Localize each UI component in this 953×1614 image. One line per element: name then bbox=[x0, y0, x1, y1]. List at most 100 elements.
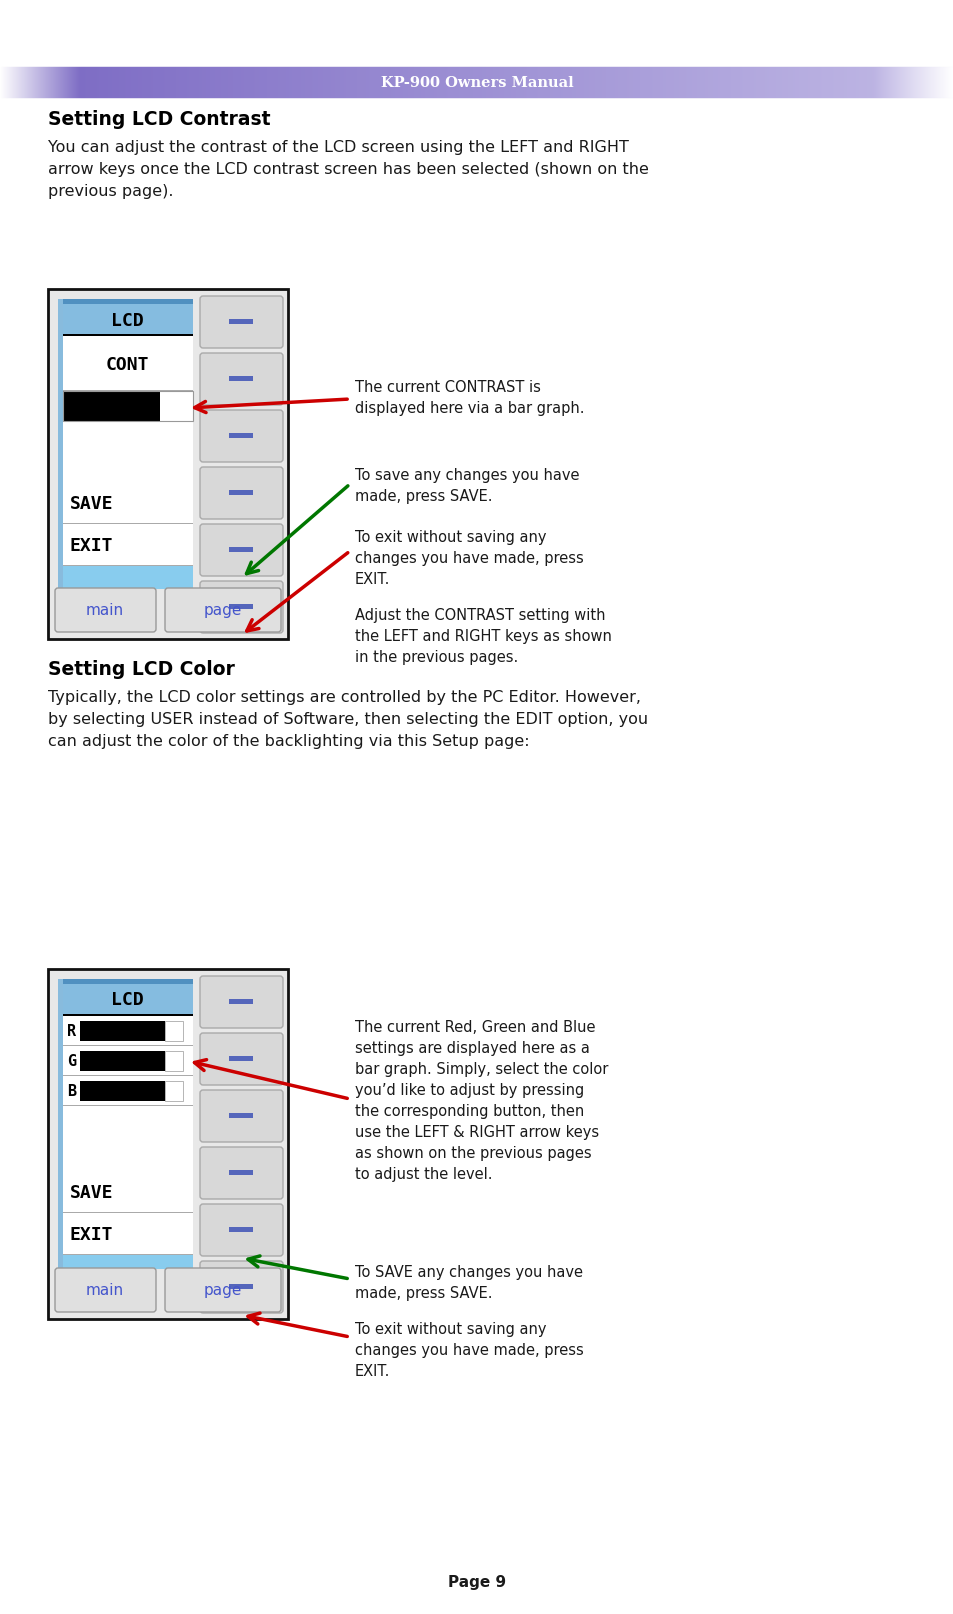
Bar bbox=[10, 68, 11, 98]
Bar bbox=[785, 68, 786, 98]
Bar bbox=[564, 68, 565, 98]
Bar bbox=[664, 68, 665, 98]
Bar bbox=[65, 68, 66, 98]
Bar bbox=[622, 68, 623, 98]
Bar bbox=[166, 68, 167, 98]
Bar bbox=[372, 68, 373, 98]
Bar bbox=[284, 68, 285, 98]
Bar bbox=[937, 68, 938, 98]
Bar bbox=[519, 68, 520, 98]
Bar bbox=[627, 68, 628, 98]
Bar bbox=[225, 68, 226, 98]
Bar bbox=[840, 68, 841, 98]
Bar bbox=[349, 68, 350, 98]
Bar bbox=[230, 999, 253, 1004]
Bar bbox=[703, 68, 704, 98]
Bar bbox=[305, 68, 306, 98]
Bar bbox=[911, 68, 912, 98]
Bar bbox=[469, 68, 470, 98]
Bar bbox=[502, 68, 503, 98]
Bar bbox=[630, 68, 631, 98]
Bar bbox=[625, 68, 626, 98]
Bar bbox=[177, 68, 178, 98]
Bar bbox=[901, 68, 902, 98]
Bar bbox=[813, 68, 814, 98]
Text: KP-900 Owners Manual: KP-900 Owners Manual bbox=[380, 76, 573, 90]
Bar bbox=[6, 68, 7, 98]
Bar bbox=[278, 68, 280, 98]
Bar bbox=[369, 68, 370, 98]
Bar bbox=[27, 68, 28, 98]
Bar bbox=[461, 68, 462, 98]
Bar bbox=[497, 68, 498, 98]
Text: To exit without saving any
changes you have made, press
EXIT.: To exit without saving any changes you h… bbox=[355, 529, 583, 586]
Bar bbox=[345, 68, 346, 98]
Bar bbox=[163, 68, 164, 98]
Bar bbox=[640, 68, 641, 98]
Bar bbox=[5, 68, 6, 98]
Bar bbox=[421, 68, 422, 98]
Bar bbox=[685, 68, 686, 98]
Bar bbox=[590, 68, 592, 98]
FancyBboxPatch shape bbox=[165, 1269, 281, 1312]
Bar bbox=[420, 68, 421, 98]
Bar bbox=[877, 68, 878, 98]
Bar bbox=[415, 68, 416, 98]
Bar bbox=[142, 68, 143, 98]
Bar bbox=[308, 68, 309, 98]
Bar bbox=[236, 68, 237, 98]
Bar bbox=[214, 68, 215, 98]
Bar bbox=[121, 68, 122, 98]
Bar bbox=[164, 68, 165, 98]
Bar bbox=[205, 68, 206, 98]
Bar bbox=[304, 68, 305, 98]
Bar bbox=[241, 68, 242, 98]
Bar bbox=[515, 68, 516, 98]
FancyBboxPatch shape bbox=[200, 353, 283, 405]
Bar bbox=[17, 68, 18, 98]
Bar bbox=[920, 68, 921, 98]
Bar bbox=[541, 68, 542, 98]
Bar bbox=[948, 68, 949, 98]
Text: G: G bbox=[67, 1054, 76, 1068]
Bar bbox=[458, 68, 459, 98]
Bar bbox=[183, 68, 184, 98]
Bar bbox=[331, 68, 332, 98]
Bar bbox=[676, 68, 677, 98]
Bar bbox=[80, 68, 81, 98]
Bar bbox=[744, 68, 745, 98]
Bar bbox=[136, 68, 137, 98]
Text: You can adjust the contrast of the LCD screen using the LEFT and RIGHT: You can adjust the contrast of the LCD s… bbox=[48, 140, 628, 155]
Bar bbox=[153, 68, 154, 98]
Bar bbox=[24, 68, 25, 98]
Bar bbox=[864, 68, 865, 98]
Bar bbox=[534, 68, 535, 98]
Bar bbox=[776, 68, 778, 98]
Bar bbox=[34, 68, 35, 98]
Bar bbox=[505, 68, 506, 98]
Bar bbox=[643, 68, 644, 98]
Bar bbox=[400, 68, 401, 98]
Text: Typically, the LCD color settings are controlled by the PC Editor. However,: Typically, the LCD color settings are co… bbox=[48, 689, 640, 705]
Bar bbox=[50, 68, 51, 98]
Bar bbox=[378, 68, 379, 98]
Bar bbox=[644, 68, 645, 98]
Bar bbox=[468, 68, 469, 98]
Bar bbox=[706, 68, 707, 98]
Bar bbox=[462, 68, 463, 98]
Bar bbox=[216, 68, 218, 98]
Bar bbox=[924, 68, 925, 98]
Bar bbox=[642, 68, 643, 98]
Bar bbox=[151, 68, 152, 98]
Bar bbox=[684, 68, 685, 98]
Bar bbox=[471, 68, 472, 98]
Bar bbox=[201, 68, 202, 98]
Bar bbox=[61, 68, 62, 98]
Bar bbox=[730, 68, 731, 98]
Bar bbox=[525, 68, 526, 98]
Bar bbox=[394, 68, 395, 98]
Bar bbox=[138, 68, 139, 98]
Bar bbox=[771, 68, 772, 98]
Bar bbox=[734, 68, 735, 98]
Bar bbox=[200, 68, 201, 98]
